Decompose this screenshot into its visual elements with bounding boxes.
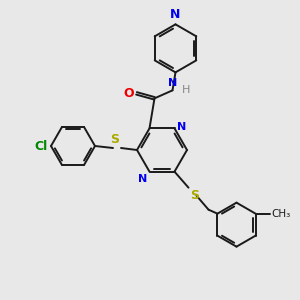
Text: CH₃: CH₃	[272, 209, 291, 219]
Text: N: N	[138, 174, 148, 184]
Text: O: O	[123, 87, 134, 100]
Text: N: N	[168, 78, 177, 88]
Text: H: H	[182, 85, 190, 95]
Text: Cl: Cl	[35, 140, 48, 152]
Text: N: N	[170, 8, 181, 21]
Text: S: S	[190, 189, 200, 202]
Text: N: N	[178, 122, 187, 132]
Text: S: S	[110, 133, 119, 146]
